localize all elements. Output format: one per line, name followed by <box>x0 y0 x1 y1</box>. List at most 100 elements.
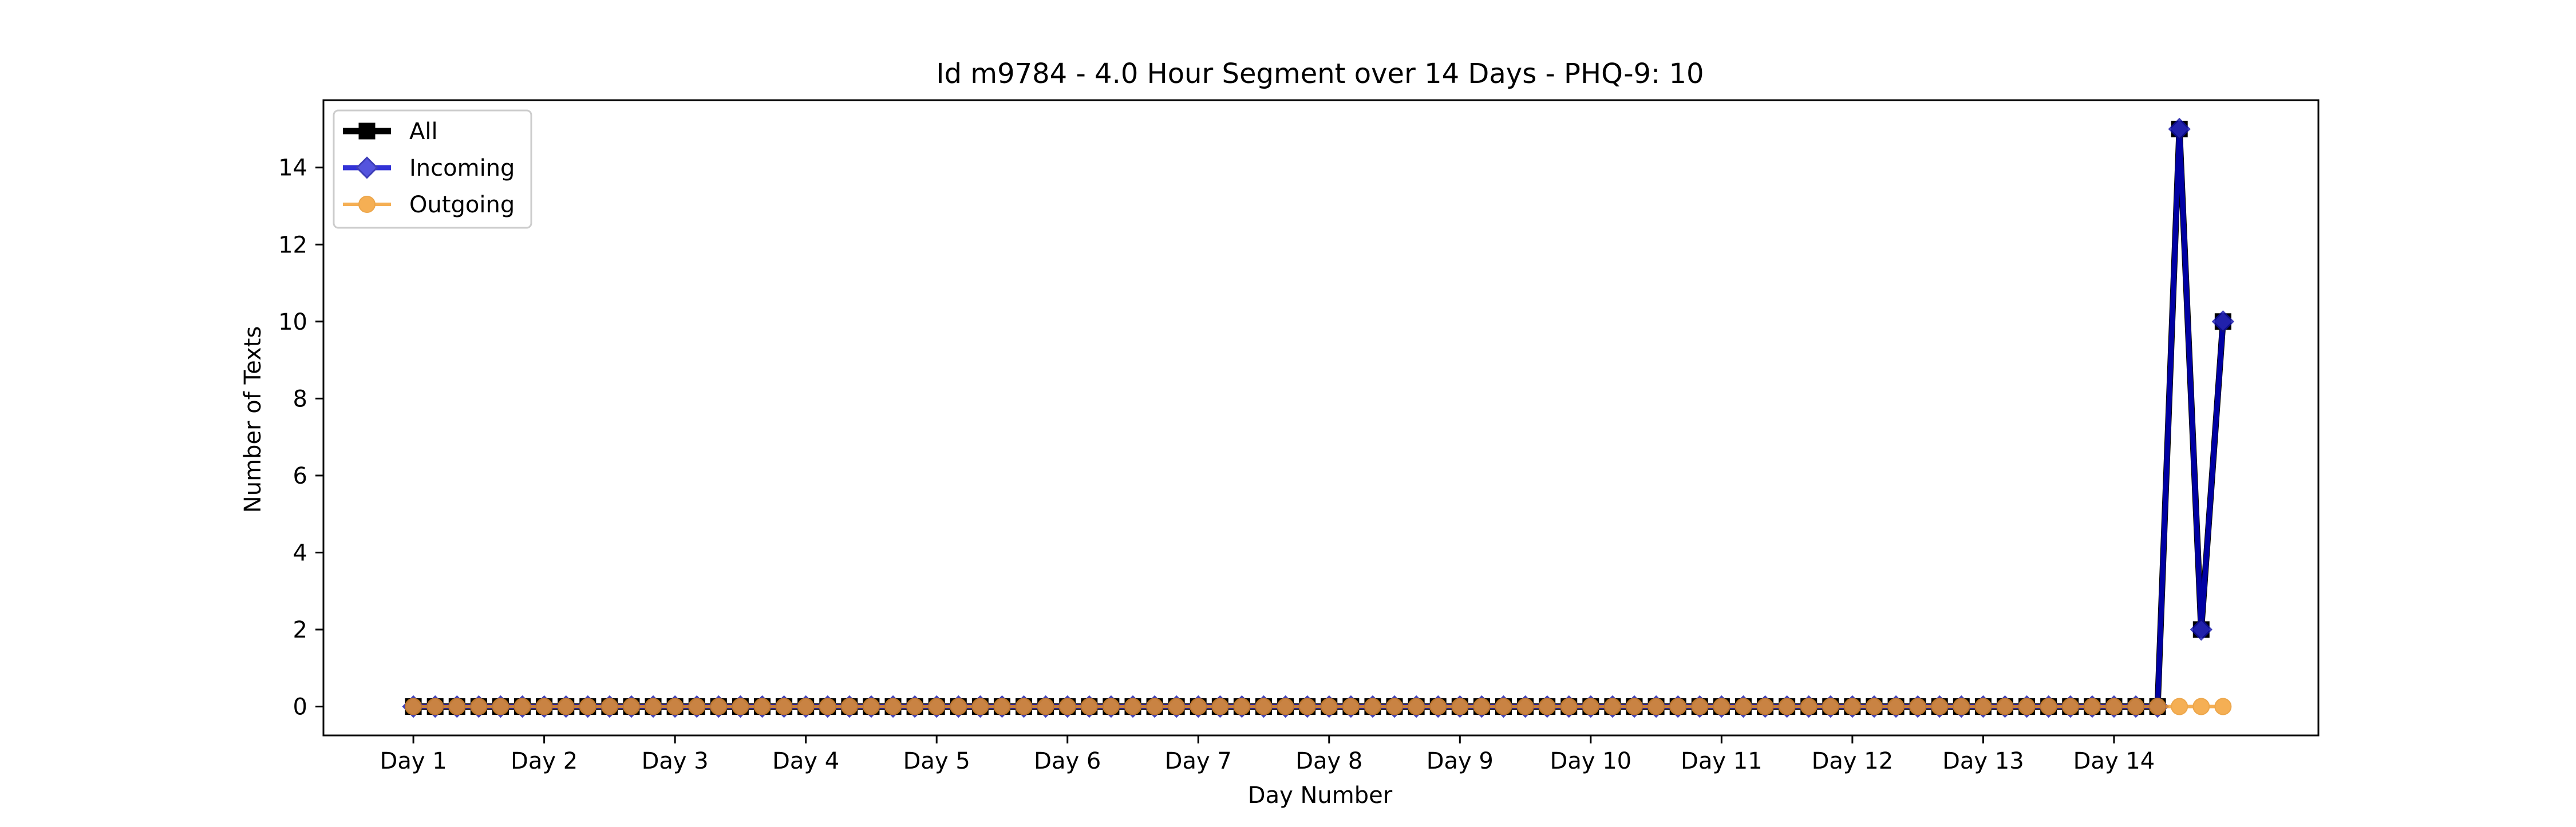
data-point-outgoing <box>1211 698 1229 715</box>
data-point-outgoing <box>710 698 728 715</box>
data-point-outgoing <box>2040 698 2057 715</box>
x-tick-label: Day 14 <box>2073 748 2155 774</box>
legend-marker <box>358 122 376 140</box>
data-point-outgoing <box>688 698 706 715</box>
data-point-outgoing <box>1822 698 1839 715</box>
data-point-outgoing <box>1582 698 1599 715</box>
y-tick-label: 2 <box>293 617 307 643</box>
x-tick-label: Day 3 <box>642 748 709 774</box>
x-tick-label: Day 6 <box>1034 748 1101 774</box>
data-point-outgoing <box>557 698 575 715</box>
data-point-outgoing <box>1996 698 2014 715</box>
y-tick-label: 8 <box>293 386 307 412</box>
legend-marker <box>355 156 378 179</box>
data-point-outgoing <box>1909 698 1927 715</box>
data-point-outgoing <box>1887 698 1905 715</box>
data-point-outgoing <box>1015 698 1033 715</box>
data-point-outgoing <box>993 698 1011 715</box>
data-point-outgoing <box>1538 698 1556 715</box>
data-point-outgoing <box>1865 698 1883 715</box>
data-point-outgoing <box>732 698 749 715</box>
data-point-outgoing <box>1713 698 1730 715</box>
data-point-outgoing <box>426 698 444 715</box>
data-point-outgoing <box>1495 698 1512 715</box>
data-point-outgoing <box>1429 698 1447 715</box>
x-tick-label: Day 4 <box>772 748 839 774</box>
axes-frame <box>322 99 2320 737</box>
legend: All Incoming Outgoing <box>333 109 532 229</box>
x-tick-label: Day 2 <box>511 748 578 774</box>
legend-entry-outgoing <box>343 196 391 213</box>
data-point-outgoing <box>2127 698 2145 715</box>
data-point-incoming <box>2190 618 2212 641</box>
data-point-outgoing <box>1691 698 1709 715</box>
data-point-outgoing <box>448 698 466 715</box>
data-point-incoming <box>2168 117 2191 141</box>
data-point-outgoing <box>492 698 509 715</box>
x-tick-label: Day 11 <box>1681 748 1763 774</box>
data-point-outgoing <box>2149 698 2167 715</box>
data-point-outgoing <box>753 698 771 715</box>
data-point-outgoing <box>1473 698 1491 715</box>
data-point-outgoing <box>2083 698 2101 715</box>
data-point-outgoing <box>862 698 880 715</box>
legend-entry-incoming <box>343 156 391 179</box>
data-point-outgoing <box>2105 698 2123 715</box>
x-tick-label: Day 7 <box>1165 748 1232 774</box>
data-point-outgoing <box>579 698 596 715</box>
data-point-outgoing <box>1625 698 1643 715</box>
data-point-outgoing <box>1669 698 1687 715</box>
y-tick-label: 14 <box>278 155 307 181</box>
y-tick-label: 12 <box>278 232 307 258</box>
data-point-outgoing <box>1320 698 1338 715</box>
y-axis-label: Number of Texts <box>240 326 266 513</box>
data-point-outgoing <box>1516 698 1534 715</box>
x-tick-label: Day 8 <box>1295 748 1362 774</box>
x-tick-label: Day 1 <box>380 748 447 774</box>
data-point-outgoing <box>1102 698 1120 715</box>
data-point-outgoing <box>622 698 640 715</box>
data-point-outgoing <box>1647 698 1665 715</box>
data-point-outgoing <box>2214 698 2232 715</box>
data-point-incoming <box>2211 310 2235 333</box>
y-tick-label: 10 <box>278 309 307 335</box>
legend-entry-all <box>343 122 391 140</box>
x-tick-label: Day 12 <box>1812 748 1894 774</box>
data-point-outgoing <box>1778 698 1796 715</box>
data-point-outgoing <box>600 698 618 715</box>
data-point-outgoing <box>535 698 553 715</box>
data-point-outgoing <box>1386 698 1404 715</box>
legend-label: All <box>409 118 438 145</box>
data-point-outgoing <box>819 698 836 715</box>
data-point-outgoing <box>1800 698 1818 715</box>
data-point-outgoing <box>797 698 815 715</box>
data-point-outgoing <box>1168 698 1186 715</box>
data-point-outgoing <box>1953 698 1970 715</box>
data-point-outgoing <box>1255 698 1273 715</box>
data-point-outgoing <box>1298 698 1316 715</box>
data-point-outgoing <box>1603 698 1621 715</box>
data-point-outgoing <box>1408 698 1425 715</box>
series-outgoing <box>405 698 2232 715</box>
data-point-outgoing <box>928 698 946 715</box>
data-point-outgoing <box>1735 698 1752 715</box>
data-point-outgoing <box>1124 698 1141 715</box>
data-point-outgoing <box>1364 698 1381 715</box>
data-point-outgoing <box>1277 698 1294 715</box>
data-point-outgoing <box>971 698 989 715</box>
data-point-outgoing <box>1080 698 1098 715</box>
data-point-outgoing <box>906 698 924 715</box>
y-tick-label: 0 <box>293 694 307 721</box>
data-point-outgoing <box>1058 698 1076 715</box>
y-tick-label: 4 <box>293 540 307 566</box>
data-point-outgoing <box>1233 698 1251 715</box>
data-point-outgoing <box>1037 698 1054 715</box>
data-point-outgoing <box>1342 698 1360 715</box>
data-point-outgoing <box>645 698 662 715</box>
data-point-outgoing <box>1974 698 1992 715</box>
data-point-outgoing <box>950 698 967 715</box>
data-point-outgoing <box>1560 698 1578 715</box>
data-point-outgoing <box>2171 698 2188 715</box>
